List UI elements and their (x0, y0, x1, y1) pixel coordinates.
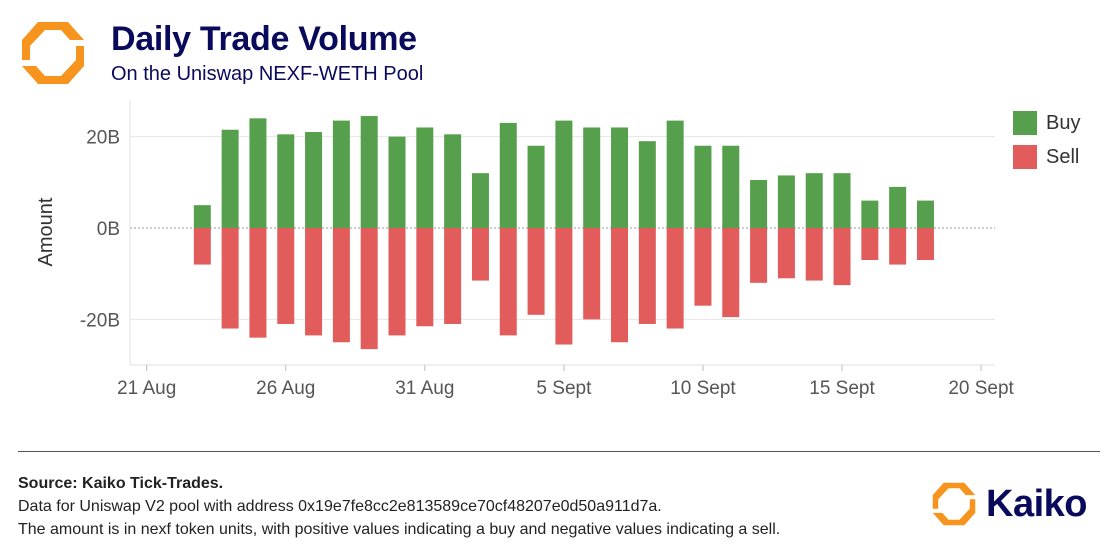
chart-title: Daily Trade Volume (111, 20, 417, 58)
sell-bar (360, 228, 378, 350)
pool-address-note: Data for Uniswap V2 pool with address 0x… (18, 498, 662, 515)
buy-bar (861, 200, 879, 228)
footer-separator (18, 451, 1100, 452)
buy-bar (833, 173, 851, 228)
x-tick-label: 5 Sept (536, 378, 592, 399)
sell-bar (499, 228, 517, 336)
buy-bar (916, 200, 934, 228)
sell-bar (416, 228, 434, 327)
sell-bar (722, 228, 740, 318)
buy-bar (555, 120, 573, 228)
legend-item-sell[interactable]: Sell (1013, 140, 1080, 174)
footer-notes: Source: Kaiko Tick-Trades. Data for Unis… (18, 472, 780, 541)
legend-swatch-sell (1013, 145, 1037, 169)
chart-subtitle: On the Uniswap NEXF-WETH Pool (111, 63, 424, 85)
kaiko-logo-icon (22, 22, 84, 84)
buy-bar (750, 180, 768, 228)
buy-bar (777, 175, 795, 228)
sell-bar (221, 228, 239, 329)
buy-bar (221, 129, 239, 228)
sell-bar (527, 228, 545, 315)
buy-bar (666, 120, 684, 228)
buy-bar (277, 134, 295, 228)
x-tick-label: 26 Aug (256, 378, 315, 399)
buy-bar (388, 136, 406, 228)
sell-bar (833, 228, 851, 286)
buy-bar (305, 132, 323, 228)
x-tick-label: 15 Sept (809, 378, 875, 399)
legend-label-sell: Sell (1046, 145, 1080, 168)
x-tick-label: 10 Sept (670, 378, 736, 399)
trade-volume-chart: 20B 0B -20B 21 Aug 26 Aug 31 Aug 5 Sept 10 Sept… (35, 100, 1015, 399)
bars (193, 116, 934, 350)
buy-bar (444, 134, 462, 228)
sell-bar (889, 228, 907, 265)
sell-bar (805, 228, 823, 281)
buy-bar (471, 173, 489, 228)
sell-bar (332, 228, 350, 343)
y-tick-label: -20B (80, 310, 120, 331)
sell-bar (916, 228, 934, 260)
x-tick-label: 20 Sept (948, 378, 1014, 399)
sell-bar (305, 228, 323, 336)
y-axis-label: Amount (35, 197, 57, 266)
buy-bar (193, 205, 211, 228)
buy-bar (499, 122, 517, 228)
buy-bar (805, 173, 823, 228)
sell-bar (471, 228, 489, 281)
sell-bar (777, 228, 795, 279)
legend-item-buy[interactable]: Buy (1013, 106, 1080, 140)
buy-bar (583, 127, 601, 228)
buy-bar (249, 118, 267, 228)
y-tick-label: 0B (97, 219, 120, 240)
buy-bar (611, 127, 629, 228)
buy-bar (416, 127, 434, 228)
sell-bar (611, 228, 629, 343)
kaiko-brand: Kaiko (930, 480, 1087, 528)
buy-bar (527, 145, 545, 228)
kaiko-brand-logo-icon (932, 482, 976, 526)
x-tick-label: 31 Aug (395, 378, 454, 399)
sell-bar (666, 228, 684, 329)
legend-label-buy: Buy (1046, 111, 1081, 134)
sell-bar (388, 228, 406, 336)
sell-bar (193, 228, 211, 265)
amount-note: The amount is in nexf token units, with … (18, 521, 781, 538)
buy-bar (722, 145, 740, 228)
legend-swatch-buy (1013, 111, 1037, 135)
brand-name: Kaiko (986, 482, 1087, 525)
sell-bar (750, 228, 768, 283)
buy-bar (889, 186, 907, 228)
sell-bar (277, 228, 295, 324)
sell-bar (555, 228, 573, 345)
buy-bar (360, 116, 378, 228)
sell-bar (249, 228, 267, 338)
sell-bar (444, 228, 462, 324)
sell-bar (861, 228, 879, 260)
axes: 20B 0B -20B 21 Aug 26 Aug 31 Aug 5 Sept 10 Sept… (80, 100, 1015, 399)
x-tick-label: 21 Aug (117, 378, 176, 399)
buy-bar (694, 145, 712, 228)
buy-bar (638, 141, 656, 228)
buy-bar (332, 120, 350, 228)
source-line: Source: Kaiko Tick-Trades. (18, 475, 224, 492)
legend: Buy Sell (1013, 106, 1080, 174)
sell-bar (694, 228, 712, 306)
sell-bar (638, 228, 656, 324)
sell-bar (583, 228, 601, 320)
y-tick-label: 20B (86, 128, 120, 149)
